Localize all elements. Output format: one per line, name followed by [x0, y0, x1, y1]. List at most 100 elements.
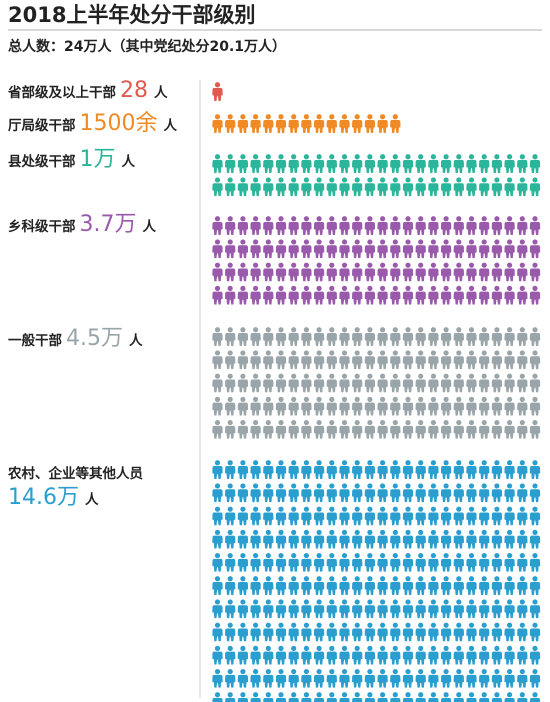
- person-icon: [301, 216, 312, 235]
- person-icon: [364, 419, 376, 439]
- person-icon: [339, 529, 350, 549]
- person-icon: [504, 396, 515, 416]
- person-icon: [250, 622, 261, 642]
- person-icon: [275, 327, 287, 346]
- person-icon: [352, 529, 363, 549]
- person-icon: [339, 599, 350, 619]
- person-icon: [237, 506, 249, 526]
- person-icon: [250, 576, 261, 595]
- person-icon: [453, 483, 464, 503]
- person-icon: [225, 576, 236, 595]
- person-icon: [440, 460, 452, 479]
- person-icon: [326, 529, 337, 549]
- person-icon: [504, 373, 515, 393]
- category-value: 4.5万: [66, 326, 123, 351]
- category-value: 28: [120, 78, 148, 103]
- person-icon: [263, 529, 274, 549]
- person-icon: [301, 350, 312, 370]
- person-icon: [440, 177, 452, 197]
- person-icon: [428, 460, 439, 479]
- person-icon: [237, 419, 249, 439]
- person-icon: [237, 622, 249, 642]
- person-icon: [326, 396, 337, 416]
- person-icon: [275, 483, 287, 503]
- person-icon: [377, 239, 388, 259]
- person-icon: [529, 216, 541, 235]
- person-icon: [364, 350, 376, 370]
- person-icon: [339, 350, 350, 370]
- person-icon: [263, 460, 274, 479]
- person-icon: [301, 154, 312, 173]
- person-icon: [479, 483, 490, 503]
- person-icon: [479, 154, 490, 173]
- person-icon: [250, 177, 261, 197]
- person-icon: [453, 576, 464, 595]
- person-icon: [428, 692, 439, 702]
- person-icon: [402, 483, 414, 503]
- unit-label: 人: [154, 85, 168, 101]
- person-icon: [390, 216, 401, 235]
- person-icon: [339, 285, 350, 305]
- person-icon: [313, 460, 325, 479]
- person-icon: [364, 599, 376, 619]
- person-icon: [250, 668, 261, 688]
- person-icon: [301, 552, 312, 572]
- person-icon: [428, 529, 439, 549]
- unit-label: 人: [164, 118, 178, 134]
- person-icon: [466, 506, 477, 526]
- person-icon: [364, 576, 376, 595]
- person-icon: [466, 327, 477, 346]
- person-icon: [377, 645, 388, 665]
- person-icon: [466, 460, 477, 479]
- person-icon: [529, 599, 541, 619]
- person-icon: [466, 552, 477, 572]
- person-icon: [301, 529, 312, 549]
- person-icon: [377, 177, 388, 197]
- person-icon: [250, 239, 261, 259]
- person-icon: [440, 216, 452, 235]
- person-icon: [529, 350, 541, 370]
- person-icon: [263, 692, 274, 702]
- person-icon: [313, 668, 325, 688]
- person-icon: [491, 576, 503, 595]
- person-icon: [326, 645, 337, 665]
- person-icon: [453, 373, 464, 393]
- person-icon: [377, 668, 388, 688]
- category-icons: [212, 460, 541, 702]
- person-icon: [339, 576, 350, 595]
- person-icon: [301, 327, 312, 346]
- person-icon: [212, 419, 223, 439]
- person-icon: [212, 645, 223, 665]
- person-icon: [212, 114, 223, 133]
- person-icon: [479, 622, 490, 642]
- category-name: 农村、企业等其他人员: [7, 465, 143, 482]
- person-icon: [237, 396, 249, 416]
- person-icon: [402, 529, 414, 549]
- person-icon: [440, 419, 452, 439]
- person-icon: [402, 419, 414, 439]
- person-icon: [402, 350, 414, 370]
- person-icon: [212, 82, 223, 101]
- person-icon: [263, 622, 274, 642]
- person-icon: [250, 460, 261, 479]
- person-icon: [440, 239, 452, 259]
- person-icon: [288, 396, 299, 416]
- person-icon: [237, 239, 249, 259]
- person-icon: [491, 262, 503, 282]
- person-icon: [263, 419, 274, 439]
- person-icon: [428, 483, 439, 503]
- person-icon: [275, 599, 287, 619]
- person-icon: [479, 576, 490, 595]
- person-icon: [428, 154, 439, 173]
- person-icon: [237, 668, 249, 688]
- person-icon: [288, 114, 299, 133]
- person-icon: [453, 599, 464, 619]
- person-icon: [428, 396, 439, 416]
- person-icon: [352, 552, 363, 572]
- person-icon: [225, 668, 236, 688]
- person-icon: [313, 529, 325, 549]
- person-icon: [415, 285, 426, 305]
- person-icon: [275, 373, 287, 393]
- person-icon: [313, 177, 325, 197]
